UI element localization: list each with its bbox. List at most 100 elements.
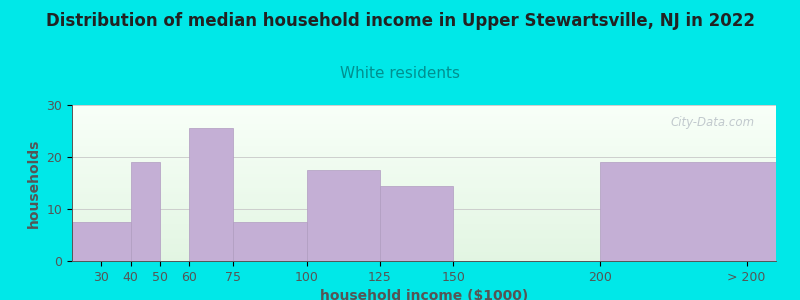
Bar [72,224,776,225]
Bar [72,153,776,155]
Bar [72,150,776,152]
Bar [72,114,776,116]
Bar [72,214,776,216]
Bar [72,245,776,247]
Bar [72,136,776,138]
Bar [72,108,776,110]
Bar [72,139,776,141]
Bar [72,209,776,211]
Bar [72,138,776,139]
Bar [72,118,776,119]
Bar [72,236,776,238]
Bar [72,248,776,250]
Bar [72,131,776,133]
Bar [306,170,380,261]
Bar [72,222,130,261]
Bar [72,172,776,174]
Bar [72,141,776,142]
Text: Distribution of median household income in Upper Stewartsville, NJ in 2022: Distribution of median household income … [46,12,754,30]
Bar [72,255,776,256]
Bar [72,250,776,252]
Bar [72,213,776,214]
Bar [72,178,776,180]
Bar [72,256,776,258]
Bar [72,127,776,128]
Bar [72,182,776,183]
Bar [72,202,776,203]
Bar [72,122,776,124]
Bar [72,167,776,169]
Bar [72,188,776,189]
Bar [72,144,776,146]
Bar [72,222,776,224]
Bar [72,206,776,208]
Bar [72,133,776,135]
Y-axis label: households: households [27,138,41,228]
Bar [72,161,776,163]
Bar [72,180,776,182]
Bar [72,184,776,186]
Bar [72,186,776,188]
Bar [72,124,776,125]
Text: White residents: White residents [340,66,460,81]
Bar [72,164,776,166]
Bar [72,253,776,255]
Bar [72,211,776,213]
Bar [72,252,776,253]
Bar [72,260,776,261]
Bar [72,225,776,227]
Bar [72,163,776,164]
Bar [72,238,776,239]
Bar [72,116,776,118]
Bar [72,199,776,200]
Bar [72,128,776,130]
Bar [72,110,776,111]
X-axis label: household income ($1000): household income ($1000) [320,289,528,300]
Bar [72,192,776,194]
Bar [72,205,776,206]
Bar [130,162,160,261]
Bar [72,125,776,127]
Bar [72,183,776,184]
Bar [72,170,776,172]
Bar [72,142,776,144]
Bar [72,155,776,157]
Bar [72,258,776,260]
Bar [72,217,776,219]
Bar [72,220,776,222]
Bar [72,200,776,202]
Bar [72,105,776,106]
Bar [234,222,306,261]
Bar [72,149,776,150]
Bar [72,191,776,192]
Bar [72,203,776,205]
Bar [72,174,776,175]
Text: City-Data.com: City-Data.com [670,116,755,129]
Bar [72,130,776,131]
Bar [72,158,776,160]
Bar [72,175,776,177]
Bar [72,113,776,114]
Bar [72,235,776,236]
Bar [190,128,234,261]
Bar [72,147,776,149]
Bar [72,242,776,244]
Bar [72,135,776,136]
Bar [72,219,776,220]
Bar [72,121,776,122]
Bar [72,119,776,121]
Bar [72,194,776,196]
Bar [72,230,776,231]
Bar [600,162,776,261]
Bar [72,189,776,191]
Bar [72,247,776,248]
Bar [72,208,776,209]
Bar [72,166,776,167]
Bar [72,146,776,147]
Bar [380,186,454,261]
Bar [72,231,776,233]
Bar [72,160,776,161]
Bar [72,196,776,197]
Bar [72,177,776,178]
Bar [72,216,776,217]
